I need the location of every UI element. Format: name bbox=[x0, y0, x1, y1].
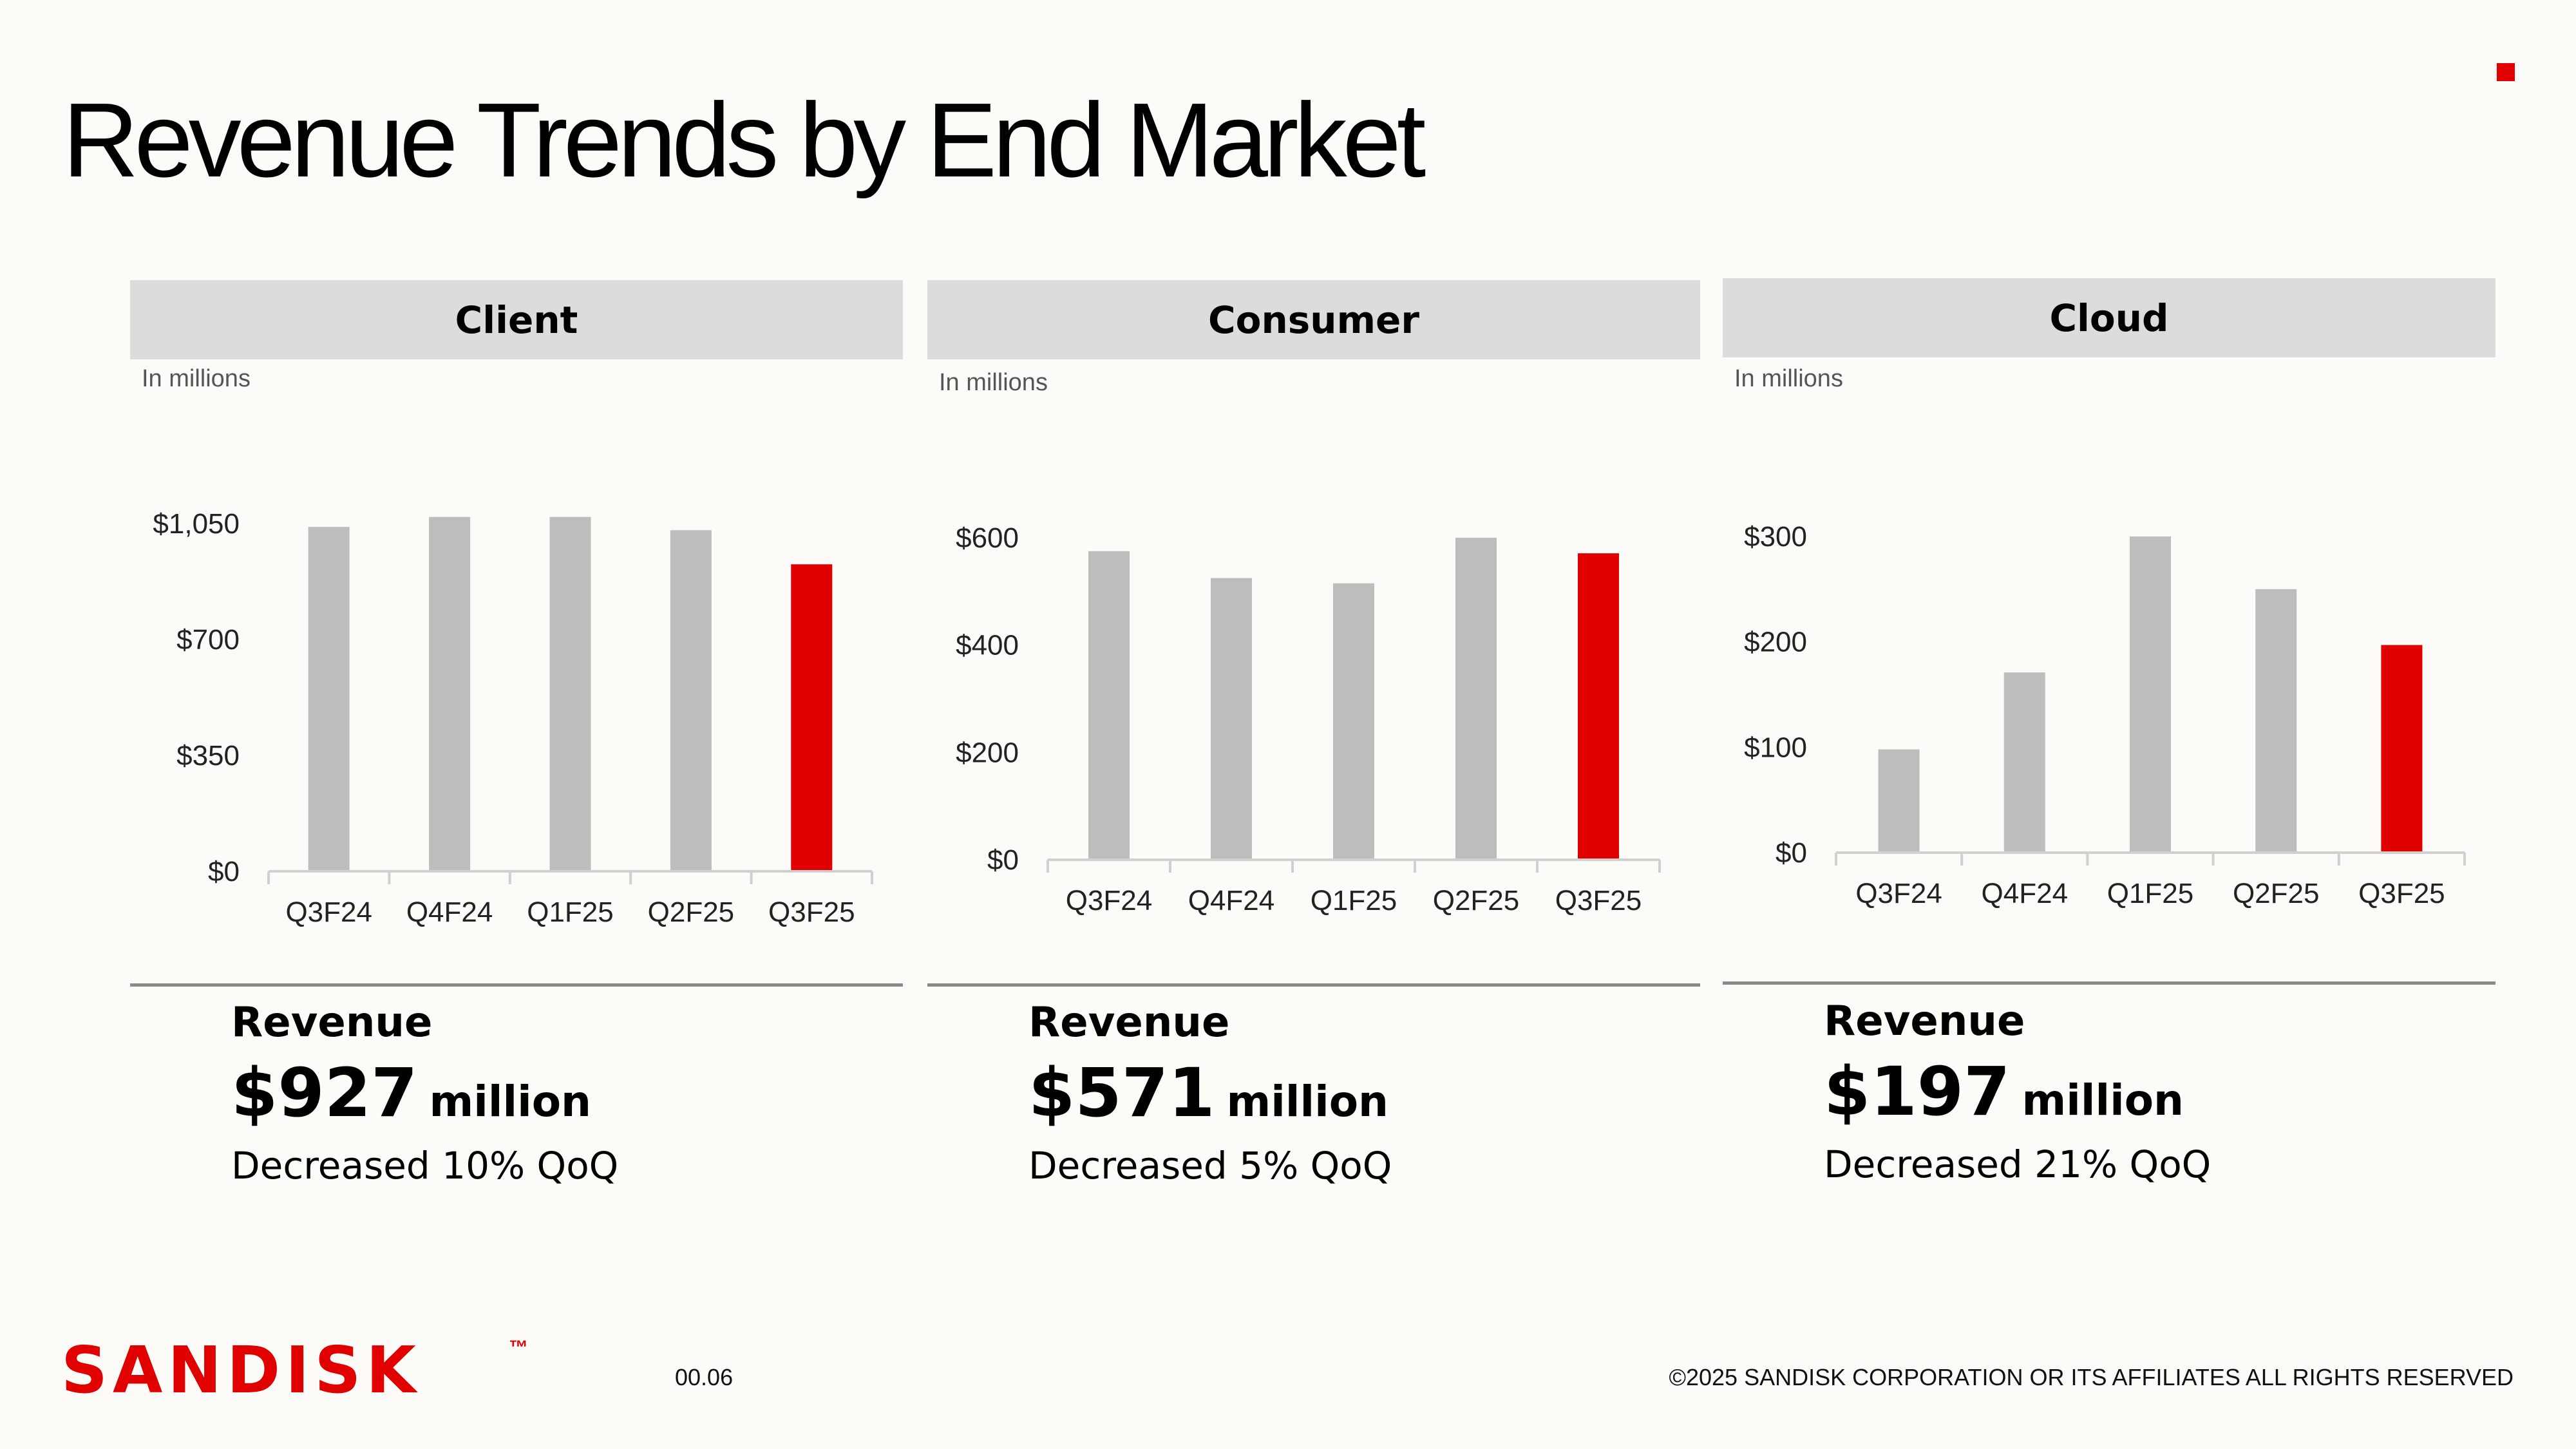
y-tick-label: $300 bbox=[1744, 521, 1807, 553]
bar-q4f24 bbox=[429, 516, 471, 871]
x-tick-label: Q1F25 bbox=[527, 896, 614, 928]
revenue-unit: million bbox=[1226, 1077, 1389, 1127]
x-tick-label: Q2F25 bbox=[1433, 885, 1520, 916]
revenue-unit: million bbox=[2022, 1075, 2184, 1126]
bar-q3f24 bbox=[1088, 551, 1130, 860]
bar-q3f24 bbox=[308, 527, 350, 871]
bar-q1f25 bbox=[2130, 536, 2171, 853]
bar-q3f24 bbox=[1878, 749, 1920, 853]
revenue-change: Decreased 5% QoQ bbox=[1028, 1143, 1392, 1188]
bar-q3f25 bbox=[2381, 645, 2423, 853]
panel-header: Client bbox=[130, 280, 903, 359]
panel-divider bbox=[1723, 981, 2496, 985]
revenue-amount: $197 bbox=[1824, 1052, 2011, 1132]
bar-q1f25 bbox=[1333, 583, 1374, 860]
bar-q2f25 bbox=[1455, 538, 1497, 860]
y-tick-label: $0 bbox=[208, 856, 240, 887]
revenue-summary: Revenue $197 million Decreased 21% QoQ bbox=[1824, 995, 2211, 1186]
x-tick-label: Q3F25 bbox=[768, 896, 855, 928]
x-tick-label: Q4F24 bbox=[406, 896, 493, 928]
client-bar-chart: $0 $350 $700 $1,050 Q3F24 Q4F24 Q1F25 Q2F25 Q3F2… bbox=[153, 508, 873, 928]
panel-consumer: Consumer In millions $0 $200 $400 $600 Q3F24… bbox=[927, 280, 1700, 1208]
y-tick-label: $350 bbox=[176, 740, 240, 772]
revenue-value-line: $927 million bbox=[231, 1054, 618, 1133]
revenue-label: Revenue bbox=[1824, 998, 2025, 1045]
x-tick-label: Q3F24 bbox=[1855, 878, 1942, 909]
x-tick-label: Q4F24 bbox=[1188, 885, 1275, 916]
panel-divider bbox=[927, 983, 1700, 987]
units-label: In millions bbox=[939, 369, 1048, 396]
trademark-symbol: ™ bbox=[509, 1337, 528, 1358]
bar-q3f25 bbox=[791, 564, 833, 871]
y-tick-label: $400 bbox=[956, 630, 1019, 661]
x-tick-label: Q4F24 bbox=[1982, 878, 2069, 909]
panel-header: Consumer bbox=[927, 280, 1700, 359]
panel-client: Client In millions $0 $350 $700 $1,050 Q3F24… bbox=[130, 280, 903, 1208]
revenue-change: Decreased 21% QoQ bbox=[1824, 1142, 2211, 1186]
bar-q1f25 bbox=[549, 516, 591, 871]
x-tick-label: Q3F25 bbox=[1555, 885, 1642, 916]
revenue-label: Revenue bbox=[231, 999, 433, 1046]
bar-q4f24 bbox=[2003, 672, 2045, 853]
y-tick-label: $1,050 bbox=[153, 508, 240, 540]
y-tick-label: $200 bbox=[956, 737, 1019, 768]
revenue-summary: Revenue $927 million Decreased 10% QoQ bbox=[231, 996, 618, 1188]
revenue-amount: $571 bbox=[1028, 1054, 1215, 1133]
copyright-notice: ©2025 SANDISK CORPORATION OR ITS AFFILIA… bbox=[1669, 1364, 2514, 1390]
bar-q2f25 bbox=[670, 530, 712, 871]
sandisk-logo: SANDISK ™ bbox=[61, 1337, 528, 1403]
page-title: Revenue Trends by End Market bbox=[62, 81, 1426, 199]
x-tick-label: Q2F25 bbox=[2233, 878, 2320, 909]
revenue-value-line: $571 million bbox=[1028, 1054, 1392, 1133]
x-tick-label: Q3F25 bbox=[2358, 878, 2445, 909]
y-tick-label: $600 bbox=[956, 522, 1019, 554]
revenue-label: Revenue bbox=[1028, 999, 1230, 1046]
revenue-summary: Revenue $571 million Decreased 5% QoQ bbox=[1028, 996, 1392, 1188]
units-label: In millions bbox=[1734, 365, 1843, 392]
y-tick-label: $0 bbox=[1776, 837, 1807, 869]
cloud-bar-chart: $0 $100 $200 $300 Q3F24 Q4F24 Q1F25 Q2F25 Q3F25 bbox=[1744, 521, 2466, 909]
bar-q4f24 bbox=[1211, 578, 1252, 860]
units-label: In millions bbox=[142, 365, 251, 392]
revenue-change: Decreased 10% QoQ bbox=[231, 1143, 619, 1188]
y-tick-label: $100 bbox=[1744, 732, 1807, 763]
page-number: 00.06 bbox=[675, 1364, 734, 1390]
bar-q3f25 bbox=[1578, 553, 1619, 860]
consumer-bar-chart: $0 $200 $400 $600 Q3F24 Q4F24 Q1F25 Q2F25 Q3F25 bbox=[956, 522, 1661, 916]
x-tick-label: Q2F25 bbox=[648, 896, 735, 928]
y-tick-label: $200 bbox=[1744, 627, 1807, 658]
y-tick-label: $0 bbox=[987, 844, 1019, 876]
panel-header: Cloud bbox=[1723, 278, 2496, 357]
x-tick-label: Q1F25 bbox=[1311, 885, 1397, 916]
corner-accent-mark bbox=[2497, 63, 2515, 81]
revenue-value-line: $197 million bbox=[1824, 1052, 2211, 1132]
revenue-amount: $927 bbox=[231, 1054, 418, 1133]
panel-divider bbox=[130, 983, 903, 987]
bar-q2f25 bbox=[2255, 589, 2297, 853]
panel-cloud: Cloud In millions $0 $100 $200 $300 Q3F24 Q4F… bbox=[1723, 278, 2496, 1208]
x-tick-label: Q3F24 bbox=[285, 896, 372, 928]
x-tick-label: Q3F24 bbox=[1066, 885, 1153, 916]
x-tick-label: Q1F25 bbox=[2107, 878, 2194, 909]
logo-wordmark: SANDISK bbox=[61, 1332, 421, 1408]
revenue-unit: million bbox=[429, 1077, 592, 1127]
y-tick-label: $700 bbox=[176, 624, 240, 656]
